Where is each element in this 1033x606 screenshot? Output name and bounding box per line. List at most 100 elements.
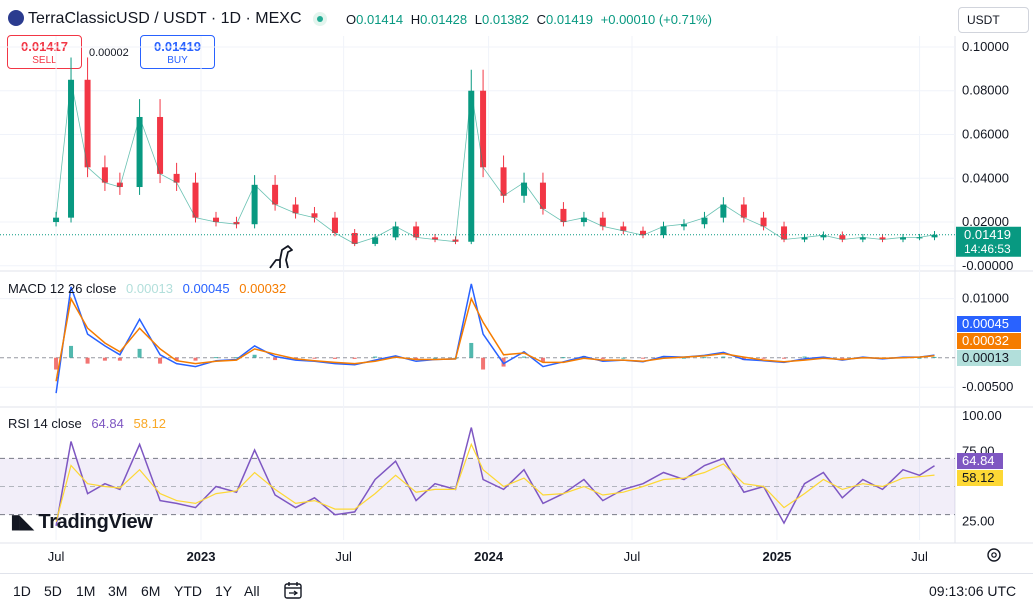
candle-body	[292, 204, 299, 214]
timeframe-3m-button[interactable]: 3M	[108, 583, 128, 599]
open-value: 0.01414	[356, 12, 404, 27]
rsi-ma-line	[55, 442, 935, 522]
bottom-toolbar: 1D 5D 1M 3M 6M YTD 1Y All 09:13:06 UTC	[0, 573, 1033, 606]
candle-body	[680, 224, 687, 227]
gear-ring	[987, 548, 1001, 562]
price-axis-tick-label: 0.04000	[962, 170, 1009, 185]
rsi-value: 64.84	[91, 416, 124, 431]
candle-body	[539, 182, 546, 209]
macd-histogram-bar	[234, 357, 239, 359]
candle-body	[84, 79, 91, 168]
x-axis-tick-label: Jul	[911, 549, 928, 564]
macd-histogram-bar	[352, 357, 357, 359]
macd-histogram-bar	[641, 357, 646, 359]
candle-body	[212, 217, 219, 223]
candle-body	[839, 235, 846, 240]
rsi-ma-value: 58.12	[133, 416, 167, 431]
rsi-title: RSI 14 close	[8, 416, 82, 431]
macd-line-value: 0.00045	[182, 281, 230, 296]
macd-histogram-bar	[312, 357, 317, 359]
macd-histogram-bar	[332, 357, 337, 359]
macd-histogram-bar	[721, 356, 726, 358]
vertical-gridlines	[55, 36, 921, 540]
macd-histogram-bar	[501, 357, 506, 367]
macd-histogram-value-tag-text: 0.00013	[962, 350, 1009, 365]
price-axis-tick-label: 0.06000	[962, 126, 1009, 141]
timeframe-all-button[interactable]: All	[244, 583, 260, 599]
dinosaur-outline	[269, 245, 293, 269]
candle-body	[900, 237, 907, 240]
macd-histogram-bar	[522, 356, 527, 358]
buy-label: BUY	[167, 55, 188, 66]
candle-body	[351, 232, 358, 244]
macd-histogram-bar	[213, 357, 218, 359]
candle-body	[101, 167, 108, 183]
x-axis-tick-label: 2025	[762, 549, 791, 564]
candle-body	[136, 116, 143, 188]
buy-button[interactable]: 0.01419 BUY	[140, 35, 215, 69]
macd-histogram-bar	[433, 357, 438, 359]
high-label: H	[410, 12, 421, 27]
high-value: 0.01428	[420, 12, 468, 27]
timeframe-ytd-button[interactable]: YTD	[174, 583, 202, 599]
timeframe-1y-button[interactable]: 1Y	[215, 583, 233, 599]
dinosaur-icon	[269, 245, 293, 269]
macd-line	[55, 283, 935, 394]
macd-histogram-bar	[414, 357, 419, 360]
tradingview-logo[interactable]: ▮◣ TradingView	[10, 509, 153, 534]
last-price-tag	[956, 226, 1021, 257]
macd-histogram-bar	[481, 357, 486, 370]
candle-body	[760, 217, 767, 227]
rsi-value-tag	[957, 453, 1003, 469]
timeframe-1d-button[interactable]: 1D	[13, 583, 31, 599]
candle-body	[720, 204, 727, 218]
macd-signal-value: 0.00032	[239, 281, 287, 296]
currency-selector[interactable]: USDT	[958, 7, 1029, 33]
x-axis-tick-label: Jul	[335, 549, 352, 564]
utc-clock[interactable]: 09:13:06 UTC	[929, 583, 1017, 599]
macd-histogram-bar	[540, 357, 545, 362]
last-price-label: 0.01419	[964, 227, 1011, 242]
low-label: L	[474, 12, 482, 27]
rsi-line	[55, 427, 935, 527]
chart-canvas[interactable]: Jul 2023 Jul 2024 Jul 2025 Jul 0.10000 0.08000 0.…	[0, 0, 1033, 573]
macd-histogram-bar	[621, 357, 626, 359]
macd-signal-value-tag	[957, 333, 1021, 349]
candle-body	[173, 173, 180, 183]
candle-body	[879, 237, 886, 240]
timeframe-1m-button[interactable]: 1M	[76, 583, 96, 599]
macd-histogram-value-tag	[957, 350, 1021, 366]
low-value: 0.01382	[482, 12, 529, 27]
ohlc-readout: O0.01414 H0.01428 L0.01382 C0.01419 +0.0…	[346, 12, 712, 27]
candle-body	[820, 235, 827, 238]
open-label: O	[346, 12, 357, 27]
gear-hub	[991, 552, 997, 558]
macd-histogram-bar	[193, 357, 198, 361]
macd-axis-tick-label: -0.00500	[962, 379, 1013, 394]
price-close-path	[55, 79, 935, 245]
macd-histogram-bar	[782, 357, 787, 359]
candle-body	[560, 208, 567, 223]
chart-header: TerraClassicUSD / USDT · 1D · MEXC O0.01…	[0, 0, 1033, 72]
macd-histogram-bar	[561, 357, 566, 359]
candle-body	[599, 217, 606, 227]
candle-body	[480, 90, 487, 168]
macd-histogram-bar	[600, 357, 605, 359]
candle-body	[53, 217, 60, 223]
timeframe-6m-button[interactable]: 6M	[141, 583, 161, 599]
timeframe-5d-button[interactable]: 5D	[44, 583, 62, 599]
rsi-ma-value-tag-text: 58.12	[962, 470, 995, 485]
symbol-logo-icon	[8, 10, 24, 26]
macd-axis-tick-label: 0.01000	[962, 291, 1009, 306]
candle-body	[251, 184, 258, 225]
sell-label: SELL	[32, 55, 57, 66]
spread-value: 0.00002	[89, 47, 129, 59]
candle-body	[233, 222, 240, 225]
candle-body	[521, 182, 528, 196]
calendar-icon[interactable]	[283, 580, 303, 600]
gear-icon[interactable]	[987, 548, 1001, 562]
candle-body	[740, 204, 747, 218]
candle-body	[859, 237, 866, 240]
market-status-icon[interactable]	[313, 12, 327, 26]
symbol-title[interactable]: TerraClassicUSD / USDT · 1D · MEXC	[28, 10, 302, 27]
